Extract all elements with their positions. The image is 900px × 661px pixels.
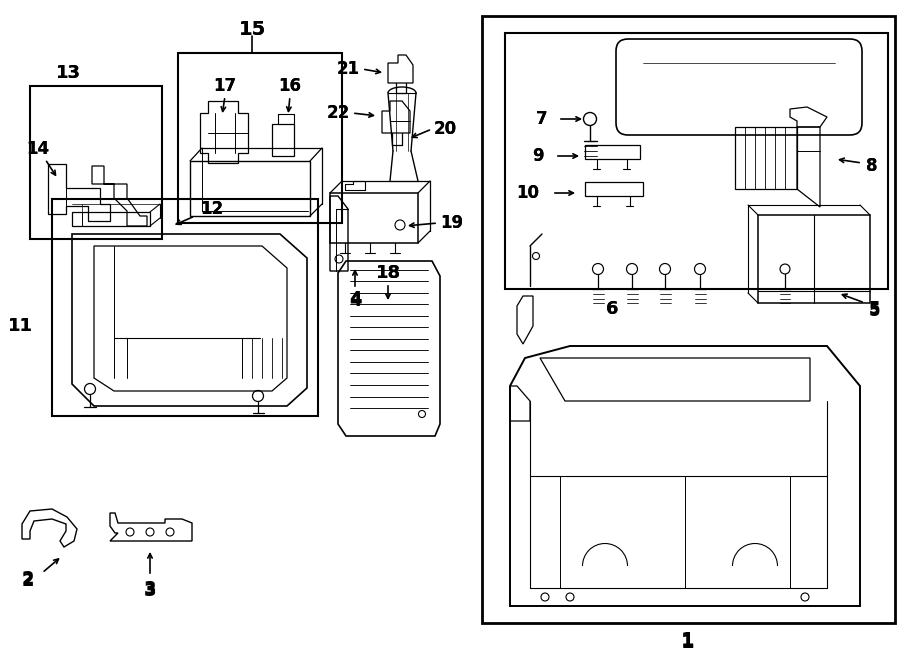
Text: 5: 5 <box>869 302 881 320</box>
Text: 2: 2 <box>22 570 34 588</box>
Text: 11: 11 <box>7 317 32 335</box>
Bar <box>52 199 318 416</box>
Text: 4: 4 <box>349 290 361 308</box>
Text: 8: 8 <box>867 157 877 175</box>
Text: 14: 14 <box>26 140 50 158</box>
Text: 18: 18 <box>375 264 401 282</box>
Text: 20: 20 <box>434 120 456 138</box>
Text: 22: 22 <box>327 104 349 122</box>
Text: 8: 8 <box>867 157 877 175</box>
Text: 17: 17 <box>213 77 237 95</box>
Text: 22: 22 <box>327 104 349 122</box>
Text: 16: 16 <box>278 77 302 95</box>
Text: 19: 19 <box>440 214 464 232</box>
Text: 1: 1 <box>681 633 695 652</box>
Text: 20: 20 <box>434 120 456 138</box>
Text: 5: 5 <box>869 300 881 318</box>
Text: 9: 9 <box>532 147 544 165</box>
Text: 3: 3 <box>144 580 157 598</box>
Text: 6: 6 <box>606 300 618 318</box>
Text: 19: 19 <box>440 214 464 232</box>
Text: 7: 7 <box>536 110 548 128</box>
Text: 9: 9 <box>532 147 544 165</box>
Text: 21: 21 <box>337 60 360 78</box>
Text: 10: 10 <box>517 184 539 202</box>
Text: 13: 13 <box>56 64 80 82</box>
Text: 11: 11 <box>7 317 32 335</box>
Text: 4: 4 <box>349 292 361 310</box>
Bar <box>178 53 342 223</box>
Text: 15: 15 <box>238 20 266 38</box>
Bar <box>30 86 162 239</box>
Bar <box>482 16 895 623</box>
Text: 10: 10 <box>517 184 539 202</box>
Text: 2: 2 <box>22 572 34 590</box>
Text: 16: 16 <box>278 77 302 95</box>
Text: 7: 7 <box>536 110 548 128</box>
Text: 12: 12 <box>201 200 223 218</box>
Bar <box>505 33 888 289</box>
Text: 1: 1 <box>681 631 695 650</box>
Text: 6: 6 <box>606 300 618 318</box>
Text: 17: 17 <box>213 77 237 95</box>
Text: 12: 12 <box>201 200 223 218</box>
Text: 21: 21 <box>337 60 360 78</box>
Text: 14: 14 <box>26 140 50 158</box>
Text: 15: 15 <box>238 20 266 38</box>
Text: 3: 3 <box>144 582 157 600</box>
Text: 18: 18 <box>375 264 401 282</box>
Text: 13: 13 <box>56 64 80 82</box>
